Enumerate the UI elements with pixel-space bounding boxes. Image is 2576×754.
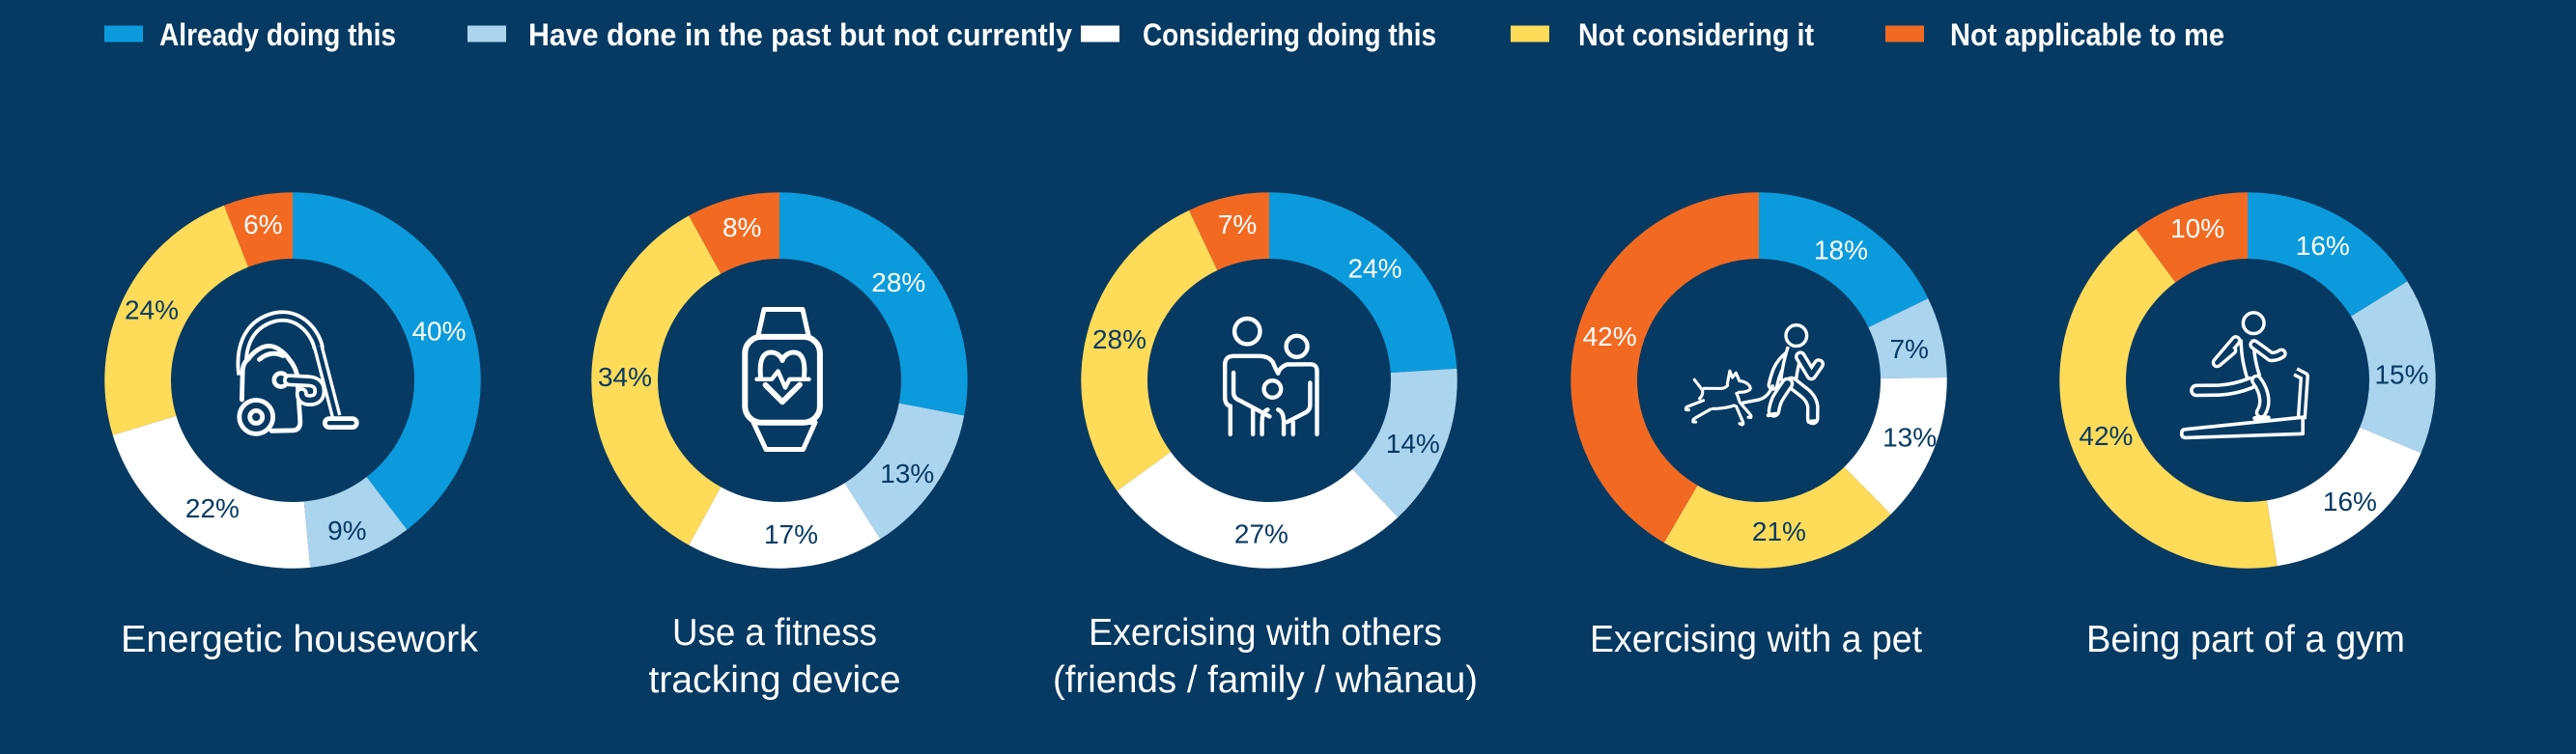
svg-text:tracking device: tracking device <box>649 659 901 701</box>
svg-text:42%: 42% <box>2079 421 2133 451</box>
svg-text:18%: 18% <box>1814 235 1868 265</box>
svg-text:14%: 14% <box>1386 429 1440 459</box>
svg-text:(friends / family / whānau): (friends / family / whānau) <box>1053 659 1478 701</box>
svg-text:21%: 21% <box>1752 517 1806 546</box>
svg-text:13%: 13% <box>1882 423 1937 453</box>
svg-text:Use a fitness: Use a fitness <box>672 612 877 654</box>
svg-text:Energetic housework: Energetic housework <box>121 619 479 660</box>
svg-text:27%: 27% <box>1234 518 1288 548</box>
svg-text:Not applicable to me: Not applicable to me <box>1950 17 2224 52</box>
svg-text:Have done in the past but not: Have done in the past but not currently <box>528 17 1072 52</box>
svg-text:Already doing this: Already doing this <box>159 17 396 52</box>
svg-text:Exercising with others: Exercising with others <box>1089 612 1442 654</box>
svg-text:Being part of a gym: Being part of a gym <box>2086 619 2405 660</box>
svg-text:7%: 7% <box>1218 209 1257 239</box>
svg-text:6%: 6% <box>243 209 282 239</box>
svg-text:42%: 42% <box>1583 321 1637 351</box>
svg-text:Not considering it: Not considering it <box>1578 17 1814 52</box>
svg-text:Considering doing this: Considering doing this <box>1143 17 1436 52</box>
svg-text:24%: 24% <box>125 294 179 324</box>
svg-text:15%: 15% <box>2374 359 2428 389</box>
svg-text:40%: 40% <box>411 317 466 347</box>
svg-text:24%: 24% <box>1347 253 1401 283</box>
svg-text:13%: 13% <box>880 459 934 489</box>
svg-text:28%: 28% <box>871 267 925 297</box>
svg-text:16%: 16% <box>2323 487 2377 517</box>
svg-text:22%: 22% <box>185 493 240 523</box>
svg-text:9%: 9% <box>327 516 366 545</box>
svg-text:17%: 17% <box>764 519 818 549</box>
svg-text:Exercising with a pet: Exercising with a pet <box>1590 619 1922 660</box>
svg-text:16%: 16% <box>2296 231 2350 261</box>
svg-text:34%: 34% <box>598 362 652 392</box>
svg-text:7%: 7% <box>1889 334 1928 364</box>
svg-text:10%: 10% <box>2170 213 2224 243</box>
svg-text:8%: 8% <box>722 212 761 242</box>
svg-text:28%: 28% <box>1092 324 1146 354</box>
